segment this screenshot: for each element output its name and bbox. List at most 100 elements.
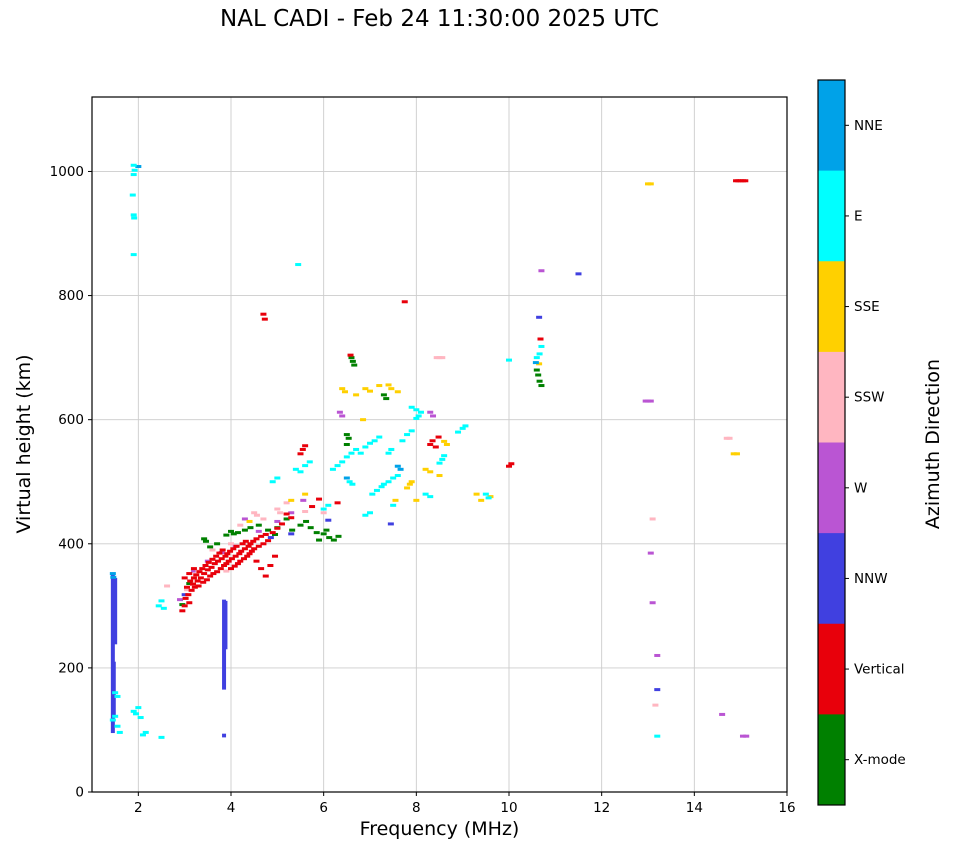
data-point — [439, 457, 446, 461]
data-point — [394, 474, 401, 478]
data-point — [537, 337, 544, 341]
data-point — [300, 498, 307, 502]
x-tick-label: 4 — [227, 800, 236, 816]
data-point — [349, 359, 356, 363]
data-point — [130, 173, 137, 177]
data-vline — [222, 733, 227, 738]
data-point — [325, 503, 332, 507]
data-point — [406, 482, 413, 486]
data-point — [654, 653, 661, 657]
data-point — [228, 529, 234, 533]
data-point — [242, 539, 249, 543]
data-point — [246, 552, 253, 556]
data-point — [380, 393, 387, 397]
data-point — [297, 452, 304, 456]
data-point — [139, 733, 146, 737]
data-point — [160, 606, 167, 610]
data-point — [339, 414, 346, 418]
data-point — [265, 528, 272, 532]
data-point — [262, 574, 269, 578]
data-point — [213, 554, 220, 558]
data-point — [253, 559, 260, 563]
data-point — [427, 495, 434, 499]
data-vline — [223, 600, 228, 650]
series-ssw — [164, 356, 733, 707]
data-point — [130, 163, 137, 167]
axis-ticks — [88, 170, 788, 796]
data-point — [231, 564, 238, 568]
data-point — [390, 503, 397, 507]
data-point — [278, 522, 285, 526]
data-point — [164, 584, 171, 588]
data-point — [357, 451, 364, 455]
data-point — [441, 454, 448, 458]
data-point — [222, 554, 229, 558]
data-point — [274, 526, 281, 530]
data-point — [339, 387, 346, 391]
data-point — [362, 513, 369, 517]
x-tick-label: 8 — [412, 800, 421, 816]
data-point — [253, 513, 260, 517]
data-point — [232, 554, 239, 558]
data-point — [349, 482, 356, 486]
data-point — [251, 547, 258, 551]
data-point — [228, 557, 235, 561]
data-point — [200, 580, 207, 584]
data-point — [181, 593, 188, 597]
data-point — [130, 253, 137, 257]
data-point — [130, 709, 137, 713]
data-point — [110, 575, 117, 579]
data-point — [733, 452, 740, 456]
data-point — [373, 488, 380, 492]
data-point — [188, 588, 195, 592]
data-point — [228, 567, 234, 571]
data-point — [253, 537, 260, 541]
tick-labels: 2 4 6 8 10 12 14 16 0 200 400 600 800 1000 — [50, 164, 796, 816]
data-point — [223, 569, 230, 573]
colorbar-segment-w — [818, 442, 845, 534]
data-point — [179, 609, 186, 613]
data-point — [237, 559, 244, 563]
data-point — [408, 405, 415, 409]
colorbar-segment-vertical — [818, 623, 845, 715]
data-point — [316, 538, 323, 542]
data-point — [443, 443, 450, 446]
data-point — [334, 501, 341, 505]
data-point — [239, 542, 246, 546]
data-point — [283, 517, 290, 521]
data-point — [209, 548, 216, 552]
colorbar-segment-e — [818, 170, 845, 262]
data-point — [343, 433, 350, 437]
data-point — [336, 410, 343, 414]
data-point — [739, 734, 746, 738]
data-point — [199, 567, 206, 571]
series-w — [177, 269, 750, 738]
data-point — [320, 511, 327, 515]
colorbar-tick-label-e: E — [854, 208, 863, 224]
data-point — [385, 480, 392, 484]
data-point — [649, 601, 656, 605]
data-point — [325, 518, 332, 522]
y-tick-label: 200 — [58, 660, 84, 676]
data-point — [459, 426, 466, 430]
data-point — [730, 452, 737, 456]
data-point — [112, 691, 119, 695]
data-point — [360, 418, 367, 422]
data-point — [397, 467, 404, 471]
data-point — [436, 461, 443, 465]
data-point — [194, 579, 201, 583]
data-point — [532, 361, 539, 365]
data-point — [408, 429, 415, 433]
data-point — [283, 501, 290, 505]
data-point — [313, 531, 320, 535]
data-point — [536, 362, 543, 366]
data-point — [230, 532, 237, 536]
data-point — [225, 559, 232, 563]
data-point — [536, 379, 543, 383]
data-point — [326, 536, 333, 540]
data-point — [413, 498, 420, 502]
data-point — [485, 496, 492, 500]
data-point — [185, 593, 192, 597]
data-point — [267, 536, 274, 540]
data-point — [435, 435, 442, 439]
